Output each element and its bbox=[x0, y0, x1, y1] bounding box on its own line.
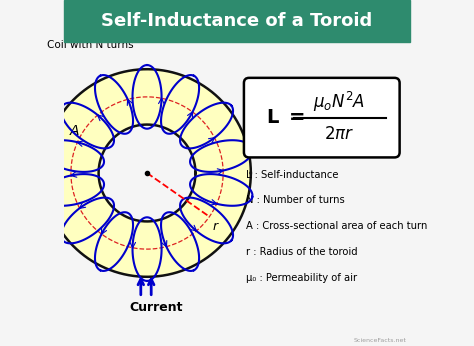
Text: A : Cross-sectional area of each turn: A : Cross-sectional area of each turn bbox=[246, 221, 427, 231]
Text: Coil with N turns: Coil with N turns bbox=[47, 40, 133, 50]
Text: μ₀ : Permeability of air: μ₀ : Permeability of air bbox=[246, 273, 357, 283]
Text: r : Radius of the toroid: r : Radius of the toroid bbox=[246, 247, 357, 257]
Text: $\mathbf{L}\ \mathbf{=}$: $\mathbf{L}\ \mathbf{=}$ bbox=[266, 108, 305, 127]
Text: $2\pi r$: $2\pi r$ bbox=[324, 125, 354, 143]
Text: r: r bbox=[213, 220, 218, 233]
Text: N : Number of turns: N : Number of turns bbox=[246, 195, 345, 206]
Text: A: A bbox=[70, 124, 79, 138]
Text: Self-Inductance of a Toroid: Self-Inductance of a Toroid bbox=[101, 12, 373, 30]
Text: ScienceFacts.net: ScienceFacts.net bbox=[354, 338, 407, 343]
Text: Current: Current bbox=[130, 301, 183, 314]
Polygon shape bbox=[43, 69, 251, 277]
Text: $\mu_o N^2 A$: $\mu_o N^2 A$ bbox=[313, 90, 365, 115]
Bar bbox=[64, 0, 410, 42]
FancyBboxPatch shape bbox=[244, 78, 400, 157]
Text: L : Self-inductance: L : Self-inductance bbox=[246, 170, 338, 180]
